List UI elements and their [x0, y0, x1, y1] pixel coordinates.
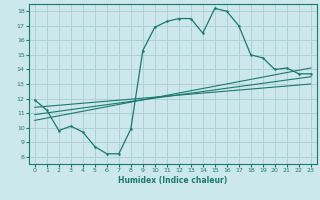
- X-axis label: Humidex (Indice chaleur): Humidex (Indice chaleur): [118, 176, 228, 185]
